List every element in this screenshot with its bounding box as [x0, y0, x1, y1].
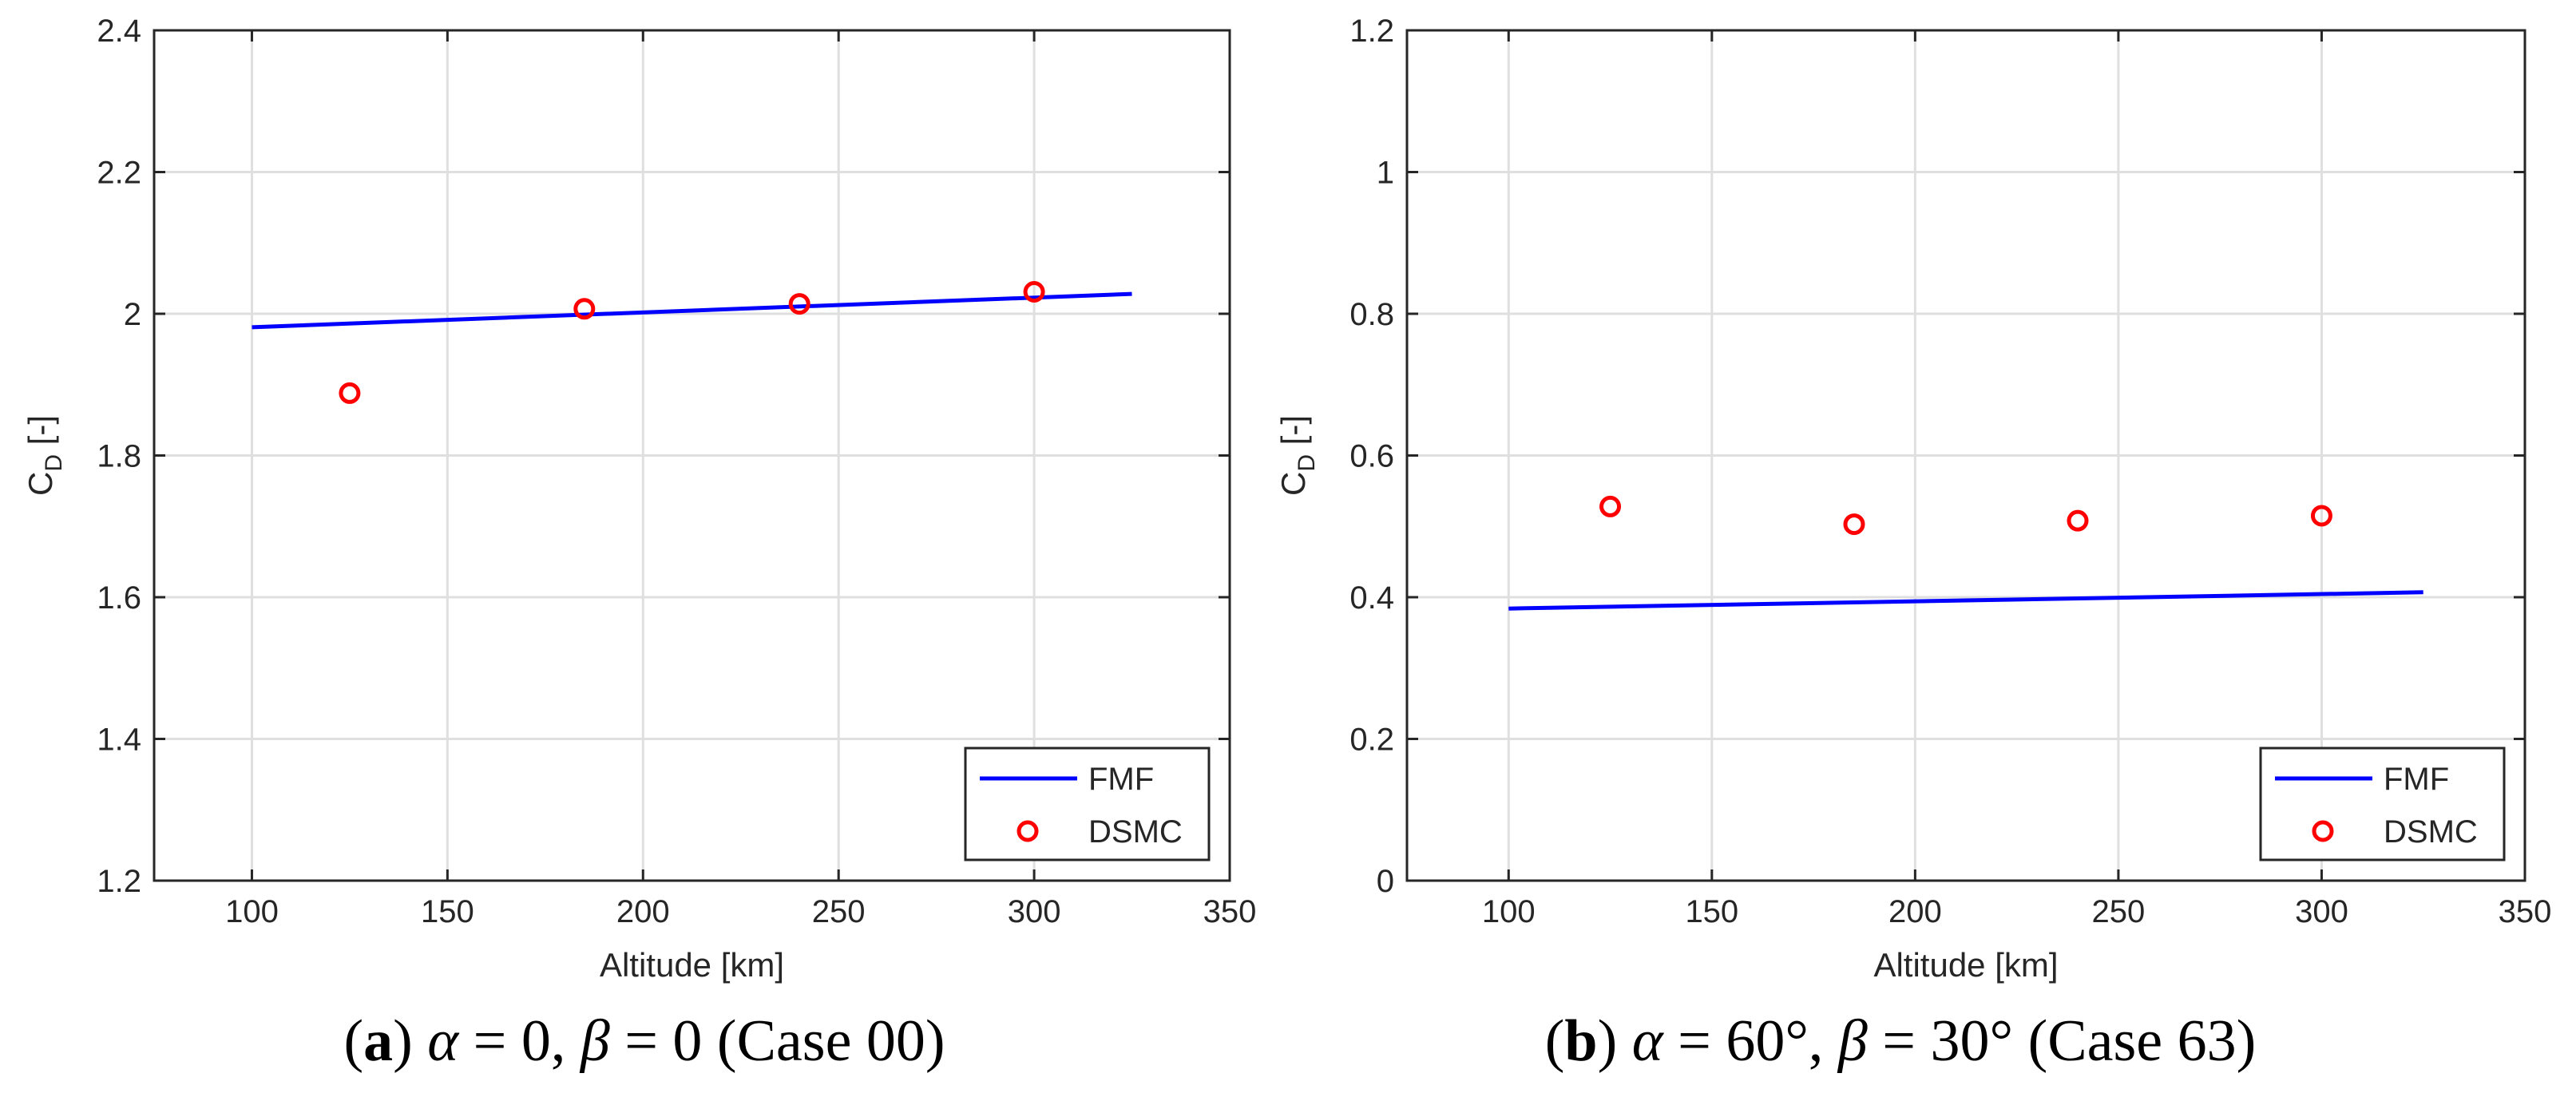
x-tick-label: 300: [1008, 894, 1061, 929]
x-tick-label: 350: [2499, 894, 2552, 929]
x-tick-label: 200: [1888, 894, 1942, 929]
data-point-dsmc: [339, 382, 361, 404]
caption-alpha: 60°: [1726, 1008, 1809, 1074]
panel-caption: (a) α = 0, β = 0 (Case 00): [343, 1008, 945, 1074]
y-tick-label: 0.4: [1349, 580, 1394, 616]
legend-box: [964, 747, 1211, 861]
legend-swatch-marker: [1017, 820, 1039, 842]
y-tick-label: 1.4: [97, 723, 141, 758]
axes-box: [153, 29, 1231, 882]
legend-label-dsmc: DSMC: [2384, 814, 2478, 850]
x-tick-label: 100: [1482, 894, 1536, 929]
caption-case: (Case 00): [717, 1008, 945, 1074]
x-tick-label: 200: [616, 894, 670, 929]
x-tick-label: 250: [2092, 894, 2146, 929]
y-tick-label: 1.2: [1349, 14, 1394, 49]
data-point-dsmc: [2310, 505, 2332, 527]
y-label-main: C: [1274, 472, 1312, 496]
y-label-sub: D: [41, 454, 67, 472]
panel-caption: (b) α = 60°, β = 30° (Case 63): [1545, 1008, 2256, 1074]
x-tick-label: 150: [1685, 894, 1738, 929]
x-axis-label: Altitude [km]: [1873, 946, 2058, 984]
x-tick-label: 100: [225, 894, 279, 929]
y-label-suffix: [-]: [22, 415, 59, 454]
y-tick-label: 0.8: [1349, 297, 1394, 332]
y-tick-label: 1.2: [97, 864, 141, 899]
legend-swatch-marker: [2312, 820, 2334, 842]
caption-tag: a: [363, 1008, 393, 1074]
caption-alpha: 0: [521, 1008, 551, 1074]
data-point-dsmc: [1599, 495, 1622, 517]
legend: FMF DSMC: [964, 747, 1211, 861]
x-tick-label: 150: [421, 894, 474, 929]
caption-beta: 30°: [1931, 1008, 2014, 1074]
caption-case: (Case 63): [2028, 1008, 2257, 1074]
x-tick-label: 300: [2295, 894, 2348, 929]
y-tick-label: 2: [124, 297, 141, 332]
y-axis-label: CD [-]: [1274, 415, 1320, 496]
data-point-dsmc: [1843, 513, 1865, 536]
x-axis-label: Altitude [km]: [600, 946, 784, 984]
chart-panel-2: 100 150 200 250 300 350 0 0.2 0.4 0.6 0.8 1 1.2 Altit…: [1274, 14, 2551, 1074]
legend-label-fmf: FMF: [1088, 762, 1154, 797]
y-tick-label: 1.8: [97, 439, 141, 474]
data-point-dsmc: [788, 293, 810, 315]
series-line-fmf: [1508, 590, 2423, 611]
series-line-fmf: [252, 291, 1132, 330]
caption-beta: 0: [672, 1008, 702, 1074]
y-tick-label: 0.6: [1349, 439, 1394, 474]
y-label-main: C: [22, 472, 59, 496]
data-point-dsmc: [1023, 280, 1045, 303]
x-tick-label: 250: [812, 894, 866, 929]
caption-tag: b: [1564, 1008, 1597, 1074]
legend: FMF DSMC: [2259, 747, 2506, 861]
data-point-dsmc: [573, 298, 596, 320]
legend-label-fmf: FMF: [2384, 762, 2449, 797]
axes-box: [1405, 29, 2526, 882]
y-tick-label: 1.6: [97, 580, 141, 616]
y-label-suffix: [-]: [1274, 415, 1312, 454]
y-tick-label: 2.2: [97, 156, 141, 191]
legend-box: [2259, 747, 2506, 861]
legend-label-dsmc: DSMC: [1088, 814, 1183, 850]
y-tick-label: 0: [1377, 864, 1394, 899]
y-tick-label: 2.4: [97, 14, 141, 49]
y-axis-label: CD [-]: [22, 415, 67, 496]
chart-panel-1: 100 150 200 250 300 350 1.2 1.4 1.6 1.8 2 2.2 2.4 Alt…: [22, 14, 1256, 1074]
y-tick-label: 1: [1377, 156, 1394, 191]
x-tick-label: 350: [1203, 894, 1257, 929]
data-point-dsmc: [2067, 509, 2089, 532]
y-tick-label: 0.2: [1349, 723, 1394, 758]
y-label-sub: D: [1294, 454, 1320, 472]
